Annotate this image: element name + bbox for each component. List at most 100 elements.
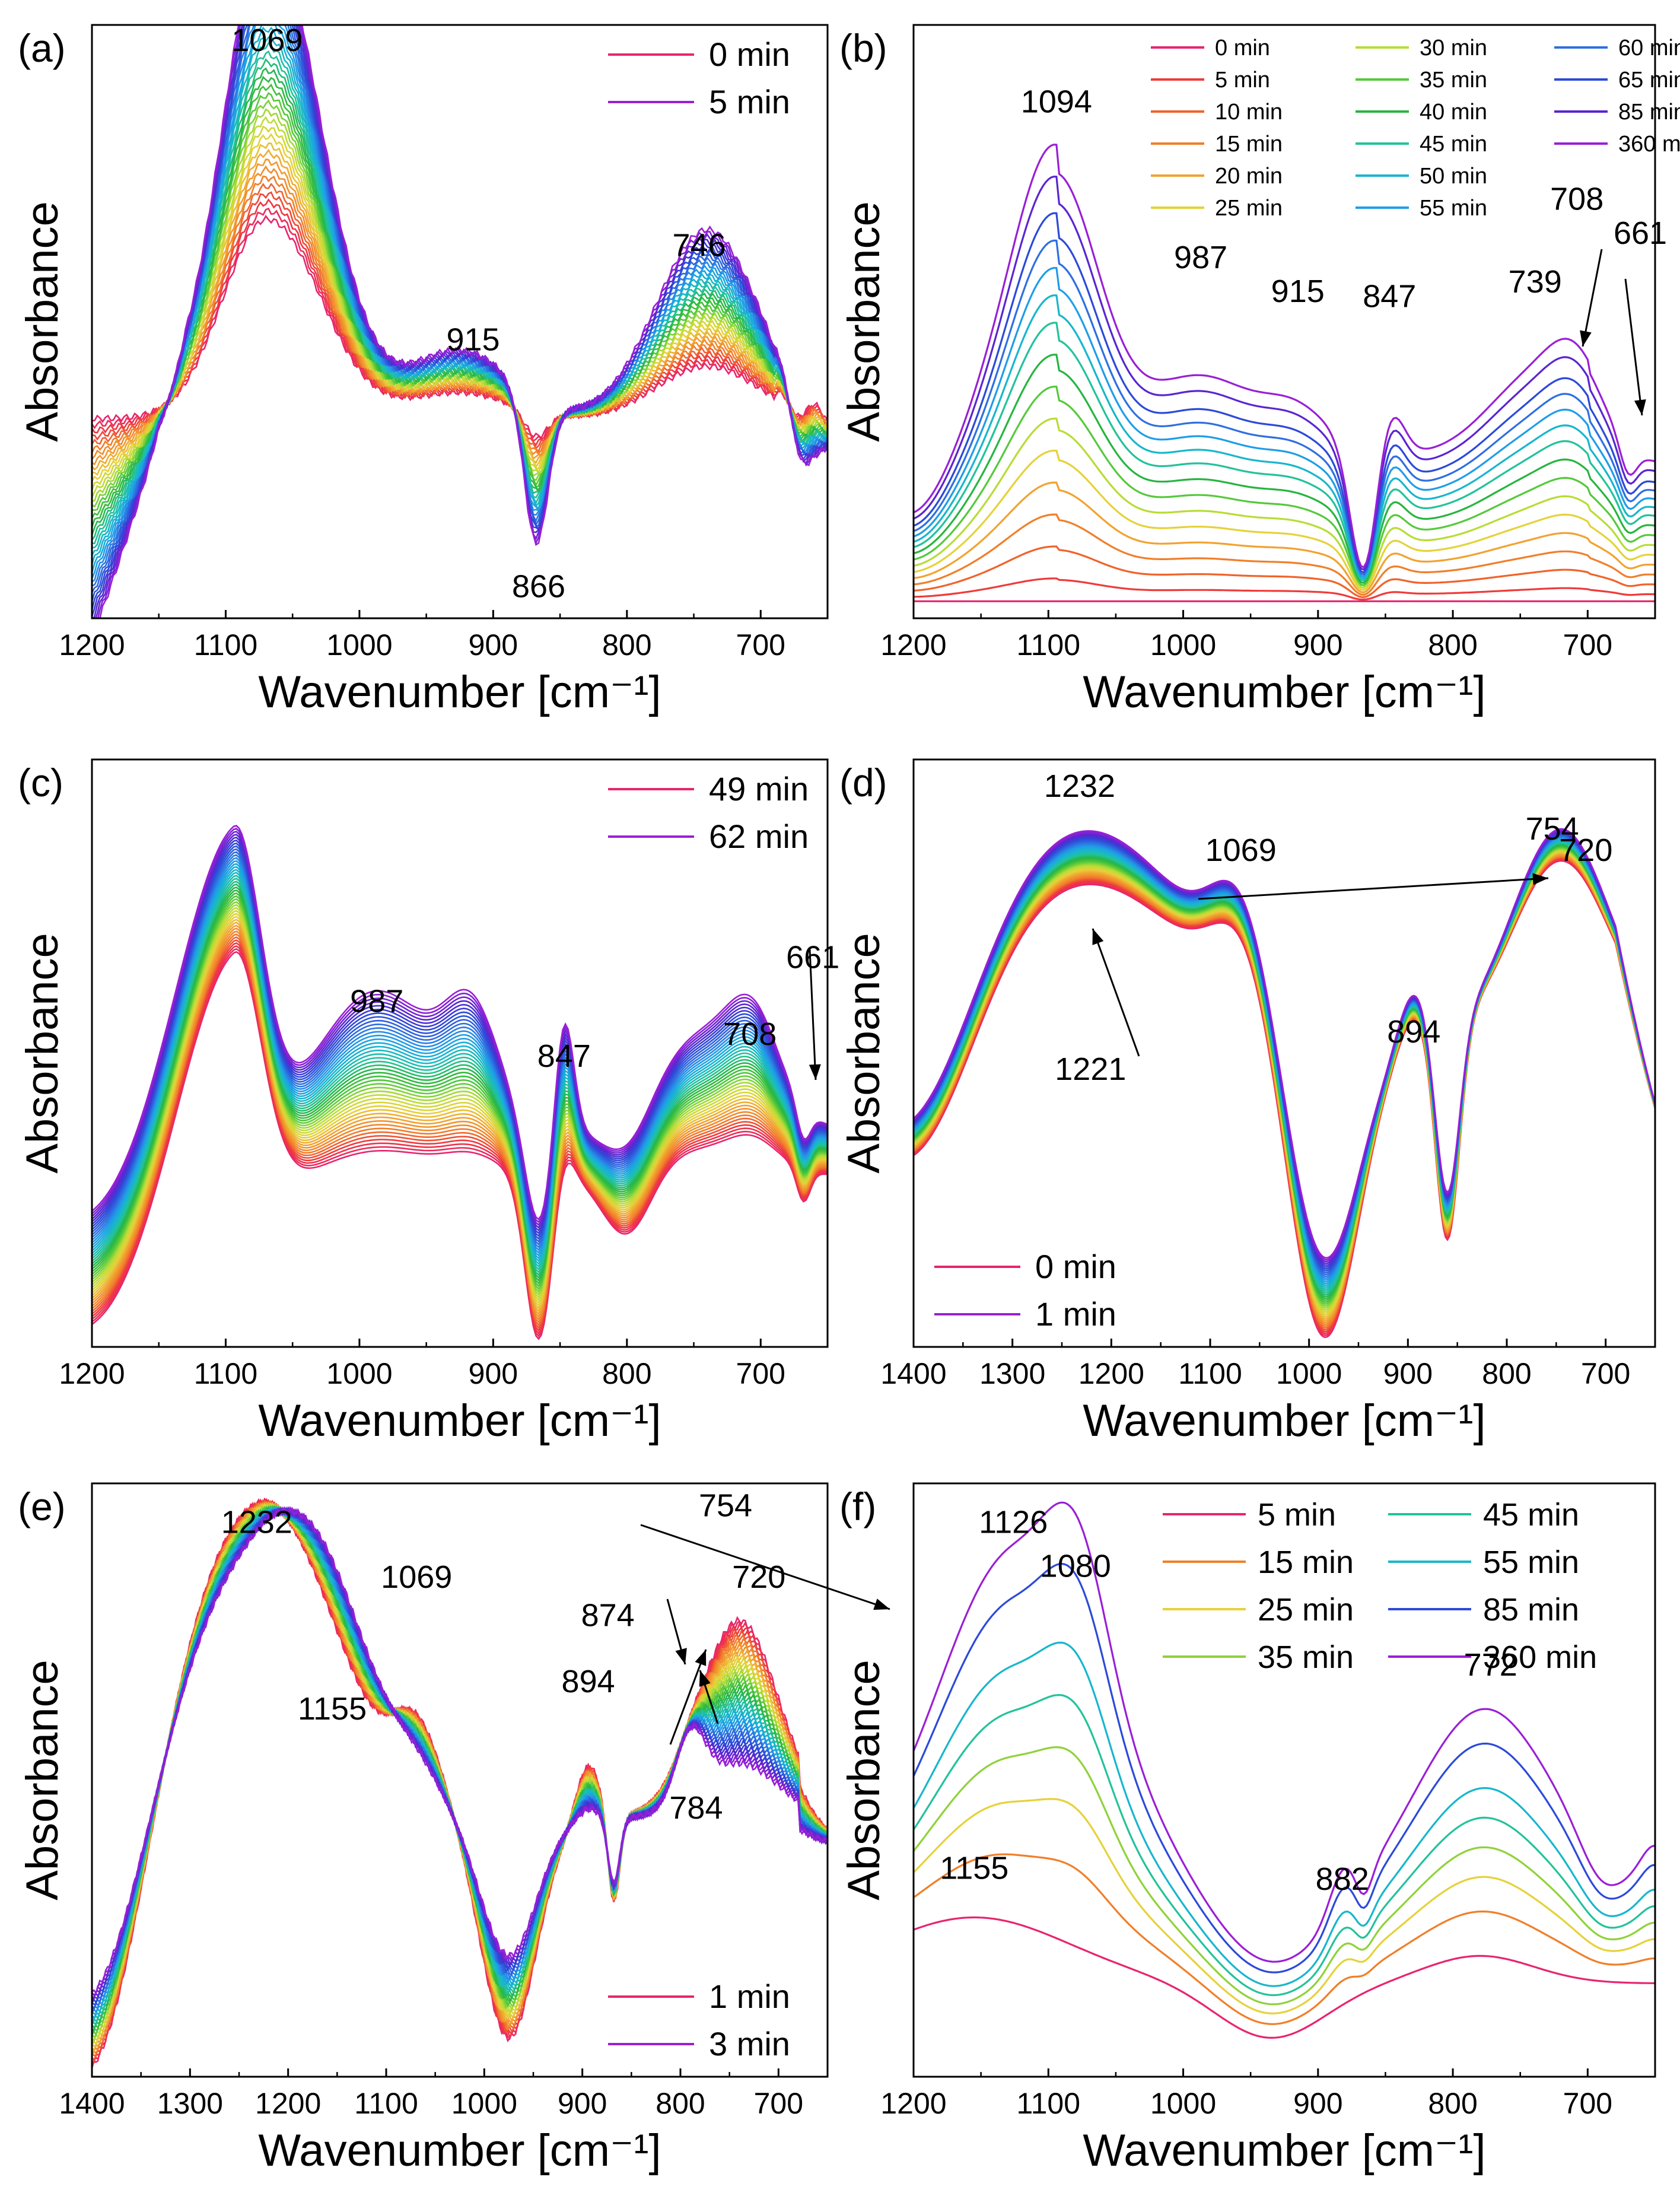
series-line <box>92 875 828 1268</box>
panel-label: (a) <box>18 26 66 70</box>
peak-annotation: 1221 <box>1055 1051 1126 1087</box>
series-line <box>92 945 828 1335</box>
series-line <box>914 1501 1655 1963</box>
series-line <box>92 1499 828 2061</box>
peak-annotation: 847 <box>1363 278 1416 314</box>
series-line <box>92 1505 828 2029</box>
series-line <box>92 860 828 1254</box>
peak-annotation: 915 <box>446 322 499 358</box>
x-tick-label: 1100 <box>194 628 258 662</box>
x-tick-label: 1000 <box>1276 1357 1342 1390</box>
legend-label: 30 min <box>1420 36 1487 61</box>
series-line <box>92 67 828 536</box>
peak-annotation: 784 <box>669 1790 723 1826</box>
peak-annotation: 746 <box>673 227 726 263</box>
series-line <box>92 924 828 1315</box>
series-line <box>92 834 828 1229</box>
series-line <box>92 951 828 1340</box>
series-line <box>92 1499 828 2057</box>
peak-annotation: 754 <box>1526 811 1579 847</box>
series-line <box>914 1746 1655 2006</box>
panel-label: (c) <box>18 761 63 805</box>
annotation-arrow <box>1624 278 1643 416</box>
x-tick-label: 1200 <box>880 628 946 662</box>
legend-label: 35 min <box>1420 68 1487 93</box>
x-tick-label: 1000 <box>1150 628 1216 662</box>
annotation-arrowhead <box>873 1598 890 1610</box>
series-line <box>92 1506 828 2020</box>
series-line <box>92 848 828 1243</box>
legend-label: 55 min <box>1420 196 1487 221</box>
legend-label: 25 min <box>1215 196 1283 221</box>
x-tick-label: 1300 <box>157 2087 223 2120</box>
series-line <box>92 927 828 1318</box>
series-line <box>92 1504 828 2042</box>
panel-label: (d) <box>839 761 887 805</box>
series-line <box>92 1501 828 2053</box>
plot-frame <box>91 1482 829 2078</box>
series-line <box>92 892 828 1285</box>
legend-label: 20 min <box>1215 164 1283 189</box>
chart-panel-d: 1400 1300 1200 1100 1000 900 800 700 Wavenumber … <box>839 758 1656 1446</box>
panel-label: (e) <box>18 1485 66 1528</box>
series-line <box>92 1506 828 2002</box>
y-axis-label: Absorbance <box>839 201 889 442</box>
series-line <box>92 1505 828 2037</box>
x-tick-label: 700 <box>754 2087 803 2120</box>
series-line <box>92 1504 828 2038</box>
series-line <box>92 1506 828 2026</box>
series-line <box>92 916 828 1307</box>
plot-frame <box>91 758 829 1348</box>
legend-label: 65 min <box>1618 68 1680 93</box>
x-tick-label: 1200 <box>59 628 125 662</box>
series-line <box>914 1916 1655 2039</box>
annotation-arrow <box>1092 928 1140 1057</box>
x-tick-label: 1100 <box>194 1357 258 1390</box>
series-line <box>92 1506 828 1995</box>
series-line <box>92 878 828 1271</box>
series-line <box>92 869 828 1263</box>
series-line <box>92 936 828 1327</box>
chart-panel-b: 1200 1100 1000 900 800 700 Wavenumber [cm⁻¹] Ab… <box>839 24 1680 717</box>
peak-annotation: 894 <box>562 1664 615 1699</box>
series-line <box>92 198 828 447</box>
series-line <box>92 845 828 1240</box>
legend-label: 1 min <box>1035 1295 1116 1333</box>
series-line <box>914 1853 1655 2025</box>
peak-annotation: 772 <box>1464 1647 1517 1683</box>
x-tick-label: 1000 <box>326 628 392 662</box>
series-line <box>92 1505 828 2034</box>
panel-label: (f) <box>839 1485 876 1528</box>
annotation-arrowhead <box>1092 929 1104 945</box>
x-tick-label: 1200 <box>255 2087 321 2120</box>
annotation-arrowhead <box>1532 873 1548 885</box>
series-line <box>92 898 828 1291</box>
series-line <box>92 933 828 1324</box>
series-line <box>92 857 828 1251</box>
series-line <box>92 148 828 471</box>
chart-panel-a: 1200 1100 1000 900 800 700 Wavenumber [cm⁻¹] Ab… <box>17 23 829 717</box>
series-line <box>914 1641 1655 1987</box>
peak-annotation: 1155 <box>940 1851 1008 1886</box>
series-line <box>92 1506 828 2014</box>
legend-label: 25 min <box>1258 1592 1354 1628</box>
chart-panel-f: 1200 1100 1000 900 800 700 Wavenumber [cm⁻¹] Ab… <box>839 1482 1656 2176</box>
series-line <box>92 839 828 1235</box>
annotation-arrowhead <box>809 1064 821 1080</box>
series-line <box>92 930 828 1321</box>
series-line <box>92 1505 828 2036</box>
legend-label: 45 min <box>1420 132 1487 157</box>
legend-label: 45 min <box>1483 1497 1579 1533</box>
series-line <box>92 1504 828 2044</box>
peak-annotation: 1069 <box>231 23 303 58</box>
annotation-arrowhead <box>699 1670 711 1687</box>
series-line <box>914 322 1655 582</box>
legend-label: 360 min <box>1483 1639 1597 1675</box>
legend: 0 min 5 min <box>608 36 790 120</box>
annotation-arrowhead <box>695 1650 707 1666</box>
x-tick-label: 800 <box>1428 628 1477 662</box>
series-line <box>92 919 828 1310</box>
series-line <box>914 266 1655 578</box>
series-line <box>92 1502 828 2047</box>
series-line <box>92 948 828 1337</box>
